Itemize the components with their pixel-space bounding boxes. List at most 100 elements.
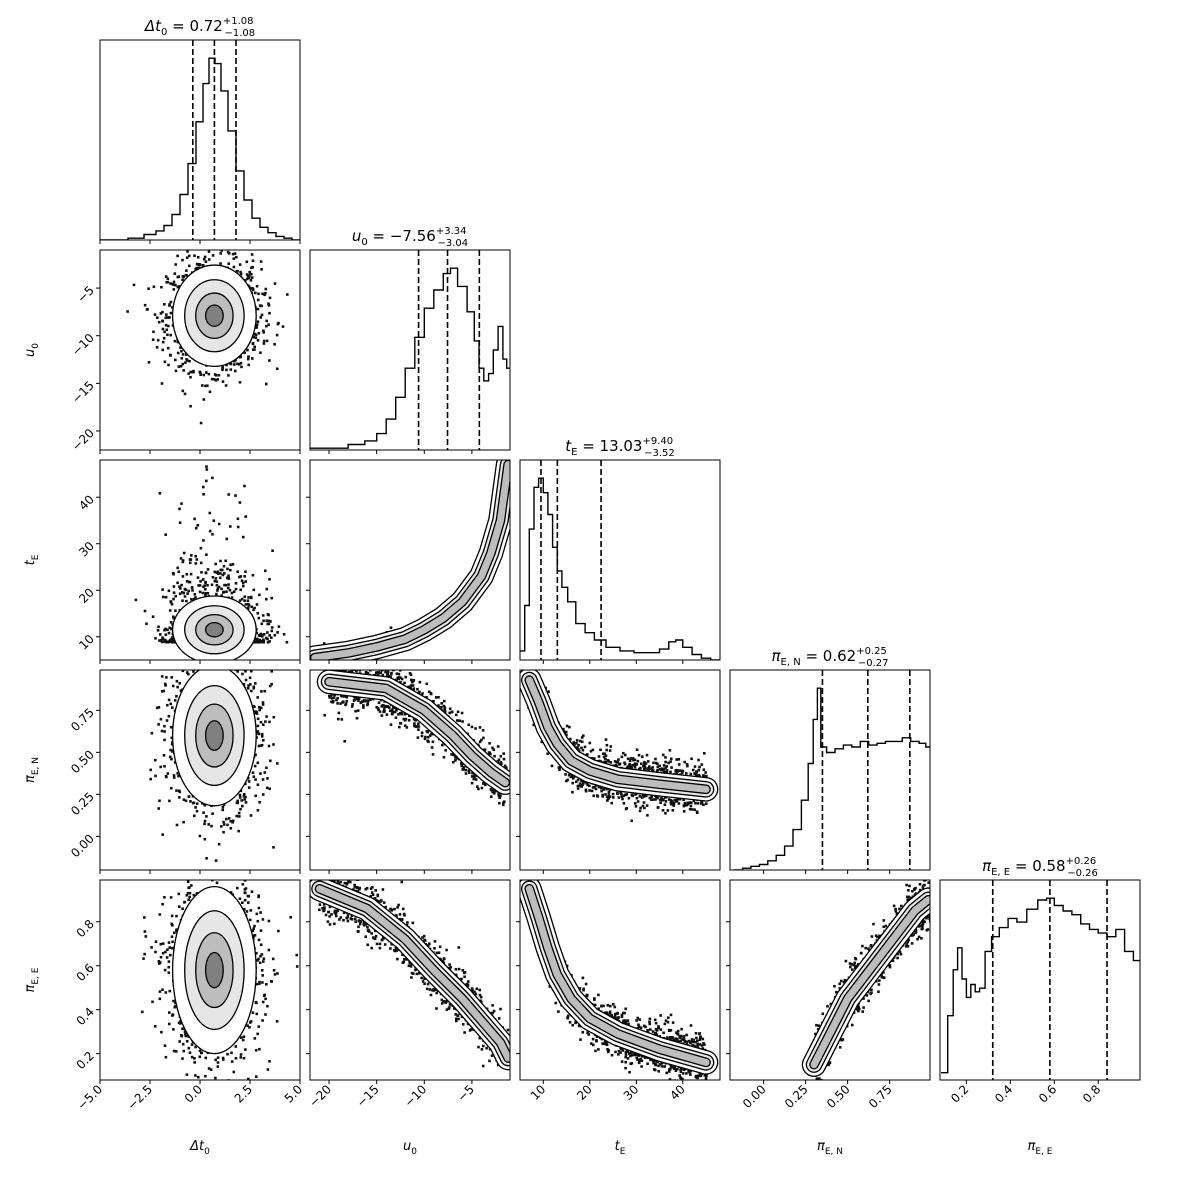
sample-point [176,581,179,585]
sample-point [188,1051,192,1054]
sample-point [203,227,206,230]
sample-point [247,276,251,280]
sample-point [272,715,276,719]
sample-point [168,1022,171,1026]
sample-point [247,780,251,783]
sample-point [181,389,185,393]
sample-point [216,589,219,592]
sample-point [258,593,261,597]
sample-point [211,860,214,863]
sample-point [262,339,266,343]
sample-point [206,584,209,587]
sample-point [199,373,202,376]
sample-point [172,615,175,619]
sample-point [173,339,177,343]
sample-point [247,363,250,367]
sample-point [257,641,261,644]
sample-point [194,806,197,809]
sample-point [243,351,246,355]
sample-point [265,319,268,323]
pair-tE-vs-dt0 [134,460,289,660]
sample-point [164,595,168,599]
sample-point [267,622,271,626]
sample-point [259,706,263,710]
sample-point [248,918,252,922]
sample-point [134,598,138,602]
sample-point [229,568,232,572]
sample-point [193,254,196,257]
sample-point [216,875,219,878]
sample-point [195,262,199,266]
sample-point [164,1055,168,1059]
sample-point [258,708,261,712]
sample-point [184,1032,187,1036]
sample-point [238,363,241,366]
sample-point [215,583,219,587]
sample-point [158,799,161,803]
sample-point [249,272,252,276]
sample-point [167,960,171,963]
sample-point [236,525,240,529]
sample-point [166,333,169,337]
sample-point [238,575,241,579]
sample-point [273,282,277,285]
sample-point [169,953,172,957]
sample-point [236,269,239,273]
sample-point [272,846,275,849]
sample-point [230,591,234,595]
sample-point [132,283,136,287]
sample-point [220,246,223,249]
sample-point [202,811,205,814]
sample-point [257,634,261,637]
sample-point [194,526,198,530]
sample-point [181,670,185,673]
sample-point [161,637,165,641]
pair-panels [126,227,930,1080]
sample-point [256,730,260,733]
sample-point [169,786,173,790]
sample-point [192,597,196,601]
sample-point [204,588,207,591]
sample-point [247,862,250,865]
sample-point [262,342,266,345]
sample-point [239,575,243,578]
sample-point [214,374,218,377]
sample-point [167,698,171,702]
sample-point [217,522,221,526]
sample-point [199,580,202,583]
sample-point [265,619,268,622]
sample-point [183,900,187,904]
sample-point [206,660,209,663]
sample-point [223,583,226,587]
sample-point [265,339,269,343]
sample-point [254,778,257,781]
sample-point [172,1049,176,1053]
sample-point [176,285,180,289]
sample-point [222,830,225,834]
sample-point [255,951,258,955]
sample-point [249,595,253,599]
sample-point [197,584,200,587]
sample-point [167,631,171,635]
sample-point [215,592,218,596]
sample-point [211,533,214,536]
sample-point [262,994,266,998]
sample-point [151,615,155,618]
sample-point [180,591,184,594]
sample-point [160,382,164,385]
sample-point [253,934,257,937]
sample-point [260,633,264,636]
sample-point [228,588,232,592]
sample-point [204,571,208,574]
sample-point [163,682,167,686]
sample-point [204,384,207,388]
sample-point [247,606,250,610]
sample-point [209,853,212,856]
sample-point [208,511,212,515]
sample-point [214,664,217,667]
sample-point [263,689,266,693]
sample-point [264,569,267,573]
sample-point [225,368,228,372]
sample-point [239,807,242,811]
sample-point [220,250,223,252]
